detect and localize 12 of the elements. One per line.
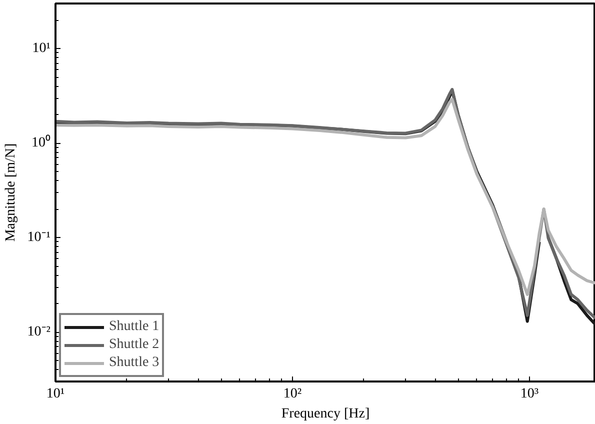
y-tick-label: 10¹ <box>32 41 51 56</box>
legend-label: Shuttle 3 <box>109 354 160 372</box>
x-tick-label: 10² <box>283 386 302 402</box>
y-tick-label: 10⁰ <box>32 134 50 151</box>
x-tick-label: 10³ <box>520 386 539 402</box>
y-tick-label: 10⁻² <box>27 324 51 340</box>
x-tick-label: 10¹ <box>46 386 65 402</box>
legend-label: Shuttle 2 <box>109 336 160 354</box>
y-tick-label: 10⁻¹ <box>27 230 51 246</box>
y-axis-title: Magnitude [m/N] <box>3 143 18 242</box>
x-axis-title: Frequency [Hz] <box>281 406 370 422</box>
legend-label: Shuttle 1 <box>109 318 160 336</box>
